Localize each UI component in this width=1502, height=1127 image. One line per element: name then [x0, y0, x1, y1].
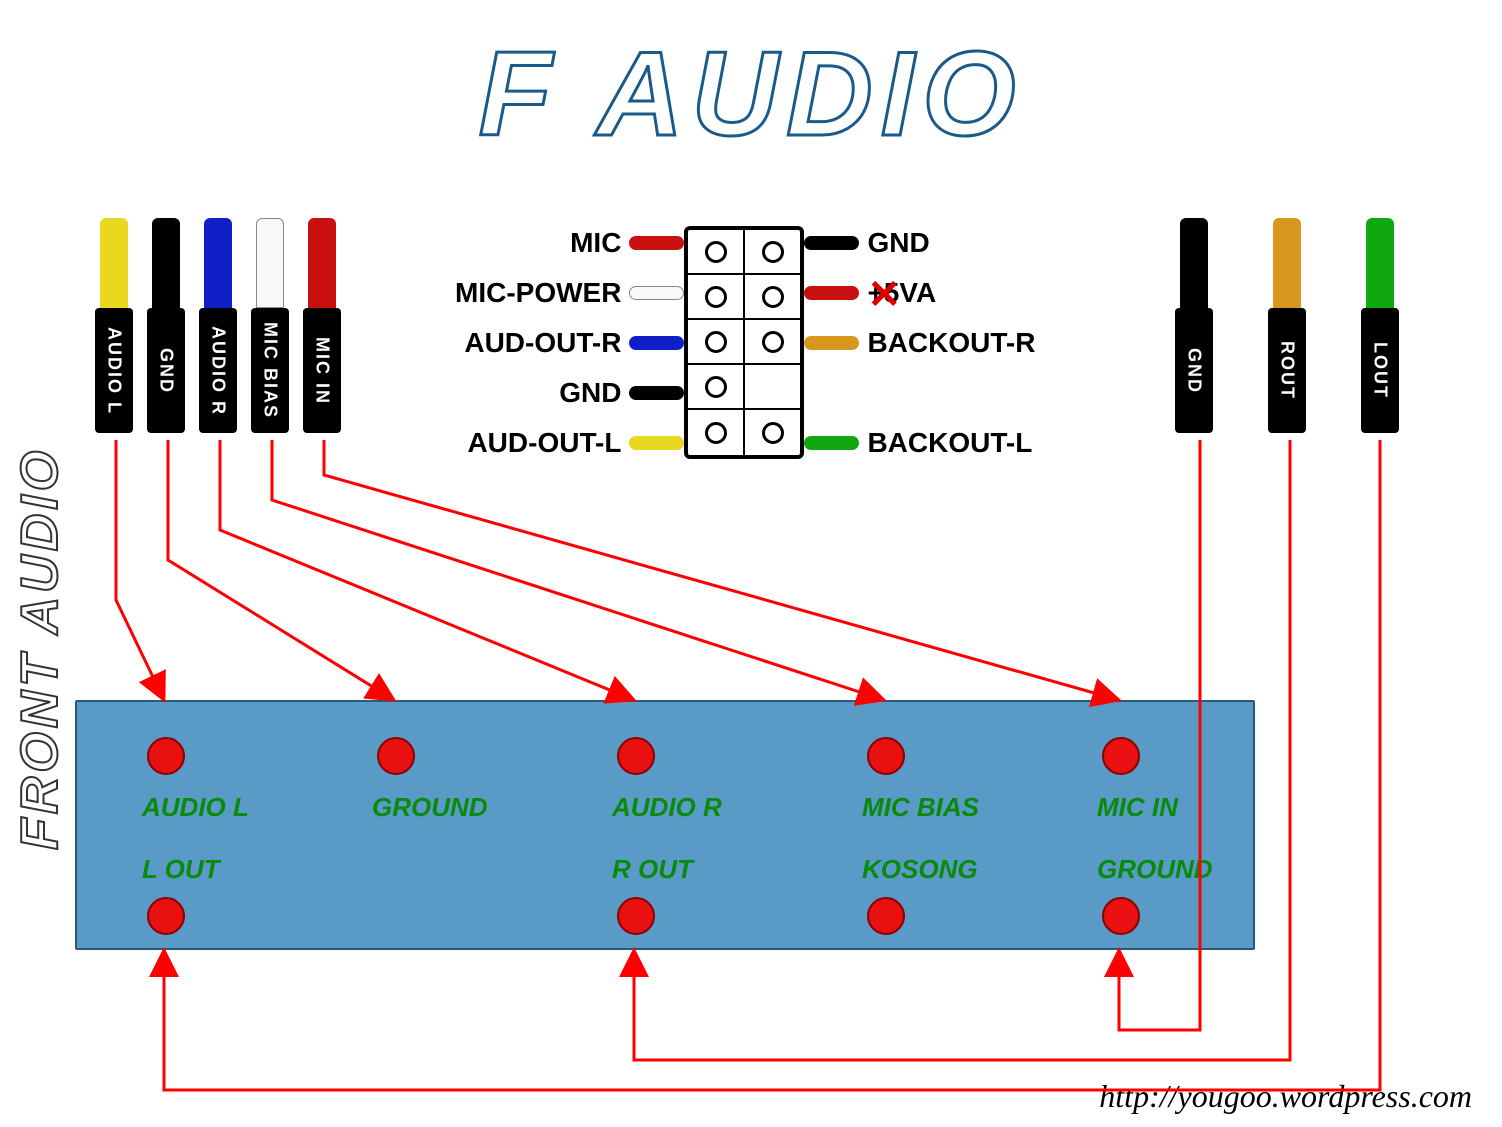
pinout-diagram: MIC MIC-POWER AUD-OUT-R GND AUD-OUT-L GND +5V…	[455, 220, 1035, 465]
pin-label: GND	[455, 370, 621, 415]
solder-pad	[867, 737, 905, 775]
solder-pad	[1102, 737, 1140, 775]
pinout-right-labels: GND +5VA BACKOUT-R BACKOUT-L	[867, 220, 1035, 465]
pin-label: GND	[867, 220, 1035, 265]
solder-pad	[867, 897, 905, 935]
pin-label: MIC-POWER	[455, 270, 621, 315]
pin-label: MIC	[455, 220, 621, 265]
pinout-right-wires	[804, 220, 859, 465]
left-wire-0: AUDIO L	[95, 218, 133, 433]
right-wire-1: ROUT	[1268, 218, 1306, 433]
solder-pad	[617, 737, 655, 775]
pin-block	[684, 226, 804, 459]
solder-pad	[617, 897, 655, 935]
pin-label: BACKOUT-R	[867, 320, 1035, 365]
left-wire-group: AUDIO L GND AUDIO R MIC BIAS MIC IN	[95, 218, 341, 433]
right-wire-2: LOUT	[1361, 218, 1399, 433]
main-title: F AUDIO	[479, 25, 1024, 163]
pad-label: AUDIO R	[612, 792, 722, 823]
left-wire-4: MIC IN	[303, 218, 341, 433]
solder-pad	[147, 737, 185, 775]
left-wire-1: GND	[147, 218, 185, 433]
right-wire-group: GND ROUT LOUT	[1175, 218, 1399, 433]
footer-url: http://yougoo.wordpress.com	[1099, 1078, 1472, 1115]
solder-pad	[1102, 897, 1140, 935]
pin-label	[867, 370, 1035, 415]
pin-label: AUD-OUT-L	[455, 420, 621, 465]
left-wire-3: MIC BIAS	[251, 218, 289, 433]
pad-label: R OUT	[612, 854, 693, 885]
pin-label: +5VA	[867, 270, 1035, 315]
right-wire-0: GND	[1175, 218, 1213, 433]
pad-label: GROUND	[1097, 854, 1213, 885]
solder-pad	[377, 737, 415, 775]
pad-label: AUDIO L	[142, 792, 249, 823]
pad-label: MIC IN	[1097, 792, 1178, 823]
wiring-overlay	[0, 0, 1502, 1127]
pinout-left-wires	[629, 220, 684, 465]
pin-label: BACKOUT-L	[867, 420, 1035, 465]
solder-pad	[147, 897, 185, 935]
left-wire-2: AUDIO R	[199, 218, 237, 433]
pad-label: KOSONG	[862, 854, 978, 885]
pin-label: AUD-OUT-R	[455, 320, 621, 365]
pad-label: L OUT	[142, 854, 220, 885]
front-panel: AUDIO L GROUND AUDIO R MIC BIAS MIC IN L OUT R…	[75, 700, 1255, 950]
pinout-left-labels: MIC MIC-POWER AUD-OUT-R GND AUD-OUT-L	[455, 220, 621, 465]
side-title: FRONT AUDIO	[10, 447, 70, 850]
front-panel-wrap: AUDIO L GROUND AUDIO R MIC BIAS MIC IN L OUT R…	[75, 700, 1255, 950]
pad-label: MIC BIAS	[862, 792, 979, 823]
pad-label: GROUND	[372, 792, 488, 823]
